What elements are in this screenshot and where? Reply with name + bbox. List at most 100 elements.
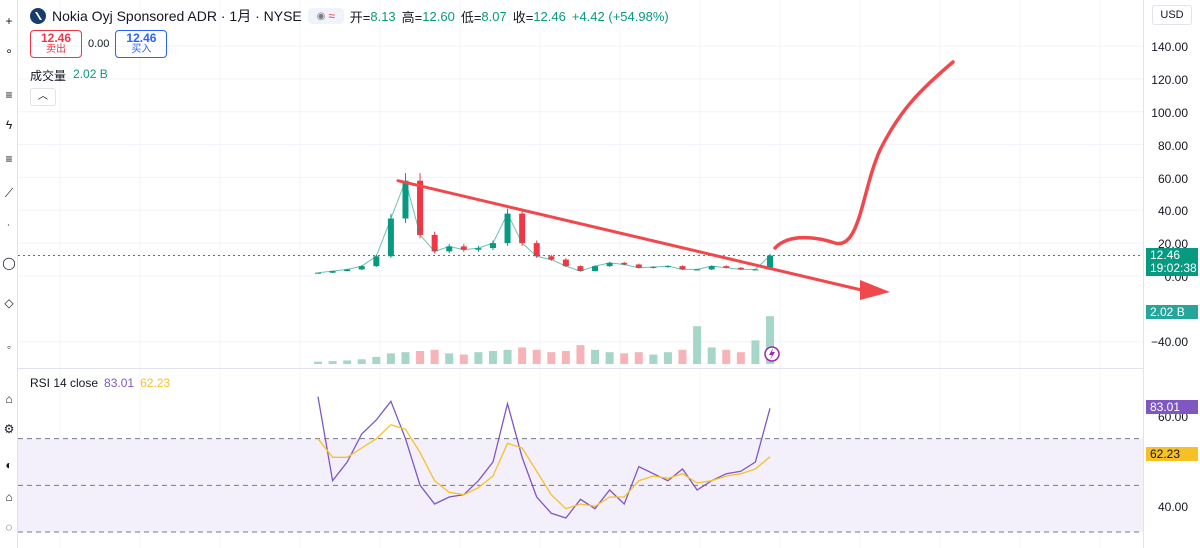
annotation-arrow-head: [860, 280, 890, 300]
measure-icon[interactable]: ⟋: [4, 186, 14, 200]
y-tick-label: 80.00: [1157, 139, 1188, 153]
open-value: 8.13: [370, 8, 396, 24]
ruler-icon[interactable]: ⌂: [5, 490, 13, 504]
volume-bar: [357, 359, 366, 364]
trend-line-icon[interactable]: ∘: [5, 44, 13, 58]
sell-button[interactable]: 12.46 卖出: [30, 30, 82, 58]
drawing-toolbar: + ∘ ≡ ϟ ≡ ⟋ ˙ ◯ ◇ ◦ ⌂ ⚙ ◐ ⌂ ◌: [0, 0, 18, 548]
volume-bar: [766, 316, 774, 364]
candle-body: [752, 269, 759, 271]
candle-body: [315, 272, 321, 274]
volume-bar: [314, 361, 322, 364]
candle-body: [329, 271, 336, 273]
rsi-ma-price-tag: 62.23: [1146, 447, 1198, 461]
candle-body: [387, 218, 394, 257]
last-price-tag: 12.46 19:02:38: [1146, 248, 1198, 276]
volume-bar: [445, 353, 454, 364]
volume-bar: [459, 354, 468, 364]
star-icon[interactable]: ◌: [5, 520, 13, 534]
magnet-icon[interactable]: ◯: [2, 256, 16, 270]
volume-bar: [663, 352, 672, 364]
text-icon[interactable]: ≡: [5, 152, 13, 166]
rsi-legend[interactable]: RSI 14 close 83.01 62.23: [30, 376, 170, 390]
fib-icon[interactable]: ≡: [5, 88, 13, 102]
volume-bar: [722, 349, 731, 364]
last-price-value: 12.46: [1150, 248, 1181, 262]
candle-body: [606, 262, 613, 267]
collapse-legend-button[interactable]: ︿: [30, 88, 56, 106]
close-label: 收=: [512, 9, 534, 25]
price-line: [317, 179, 771, 274]
zoom-icon[interactable]: ˙: [7, 222, 11, 236]
volume-bar: [488, 351, 497, 364]
rsi-price-tag: 83.01: [1146, 400, 1198, 414]
trash-icon[interactable]: ⌂: [5, 392, 13, 406]
volume-bar: [372, 356, 381, 364]
rsi-value: 83.01: [104, 376, 135, 390]
volume-bar: [547, 352, 556, 364]
candle-body: [767, 255, 773, 270]
candle-body: [621, 262, 628, 265]
volume-bar: [591, 349, 600, 364]
buy-button[interactable]: 12.46 买入: [115, 30, 168, 58]
candle-body: [373, 256, 380, 267]
symbol-title[interactable]: Nokia Oyj Sponsored ADR · 1月 · NYSE: [52, 8, 302, 24]
candle-body: [737, 267, 744, 270]
candle-body: [708, 266, 715, 270]
y-tick-label: 140.00: [1151, 40, 1188, 54]
volume-bar: [605, 352, 614, 364]
candle-body: [694, 269, 701, 271]
alert-icon[interactable]: ◐: [5, 458, 13, 472]
spread-value: 0.00: [88, 38, 110, 50]
high-value: 12.60: [422, 8, 455, 24]
buy-label: 买入: [131, 44, 152, 55]
change-value: +4.42 (+54.98%): [571, 8, 669, 24]
crosshair-icon[interactable]: +: [5, 14, 13, 28]
volume-bar: [503, 349, 512, 364]
candle-body: [489, 243, 496, 249]
volume-legend[interactable]: 成交量 2.02 B: [30, 67, 108, 84]
price-scale[interactable]: USD 140.00 120.00 100.00 80.00 60.00 40.…: [1143, 0, 1200, 548]
y-tick-label: 60.00: [1157, 172, 1188, 186]
brush-icon[interactable]: ϟ: [5, 118, 13, 132]
chart-canvas[interactable]: [0, 0, 1143, 548]
lock-icon[interactable]: ◇: [4, 296, 14, 310]
eye-icon[interactable]: ◦: [6, 340, 12, 354]
candle-body: [475, 248, 482, 250]
currency-button[interactable]: USD: [1152, 5, 1192, 25]
close-value: 12.46: [533, 8, 566, 24]
volume-bar: [561, 351, 570, 364]
volume-bar: [416, 351, 425, 364]
candle-body: [417, 180, 424, 235]
y-tick-label: 100.00: [1151, 106, 1188, 120]
y-tick-label: 40.00: [1157, 204, 1188, 218]
rsi-ma-line: [317, 423, 771, 510]
wave-icon: ≈: [328, 9, 335, 23]
y-tick-label: 20.00: [1157, 237, 1188, 251]
rsi-ma-value: 62.23: [140, 376, 171, 390]
buy-price: 12.46: [126, 31, 157, 45]
settings-icon[interactable]: ⚙: [3, 422, 15, 436]
symbol-legend: Nokia Oyj Sponsored ADR · 1月 · NYSE ◉ ≈ 开…: [30, 6, 669, 26]
volume-bar: [693, 326, 702, 364]
volume-bar: [401, 352, 410, 364]
eye-icon: ◉: [316, 10, 326, 22]
candle-body: [402, 180, 409, 219]
candle-body: [635, 264, 642, 268]
volume-price-tag: 2.02 B: [1146, 305, 1198, 319]
candle-body: [358, 266, 365, 270]
y-tick-label: 120.00: [1151, 73, 1188, 87]
volume-bar: [620, 353, 629, 364]
lightning-bolt-icon: [769, 348, 775, 360]
volume-bar: [649, 354, 658, 364]
candle-body: [504, 213, 511, 244]
volume-bar: [386, 353, 395, 364]
sell-label: 卖出: [46, 44, 66, 55]
low-label: 低=: [460, 9, 482, 25]
pane-divider[interactable]: [18, 368, 1200, 369]
annotation-trend-arrow: [396, 179, 872, 294]
nokia-logo-icon: [30, 8, 46, 24]
visibility-toggle[interactable]: ◉ ≈: [307, 8, 344, 24]
candle-body: [723, 266, 730, 268]
volume-bar: [678, 349, 687, 364]
